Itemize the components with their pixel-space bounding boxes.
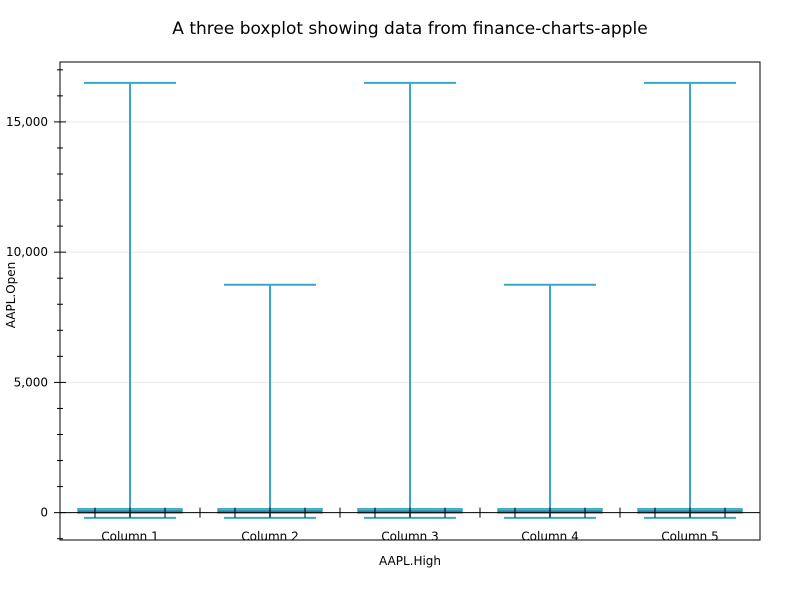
x-tick-label: Column 2 — [241, 530, 298, 544]
x-tick-label: Column 5 — [661, 530, 718, 544]
y-tick-label: 15,000 — [6, 115, 48, 129]
plot-frame — [59, 61, 761, 541]
y-axis-label: AAPL.Open — [4, 262, 18, 329]
y-tick-label: 5,000 — [14, 375, 48, 389]
x-tick-label: Column 4 — [521, 530, 578, 544]
x-axis-label: AAPL.High — [379, 554, 441, 568]
axes: 0 5,000 10,000 15,000 Column 1 Column 2 Column… — [6, 69, 760, 544]
y-tick-label: 0 — [40, 506, 48, 520]
x-tick-label: Column 1 — [101, 530, 158, 544]
y-tick-label: 10,000 — [6, 245, 48, 259]
x-tick-label: Column 3 — [381, 530, 438, 544]
chart-title: A three boxplot showing data from financ… — [172, 19, 647, 39]
box-marks — [77, 81, 743, 519]
